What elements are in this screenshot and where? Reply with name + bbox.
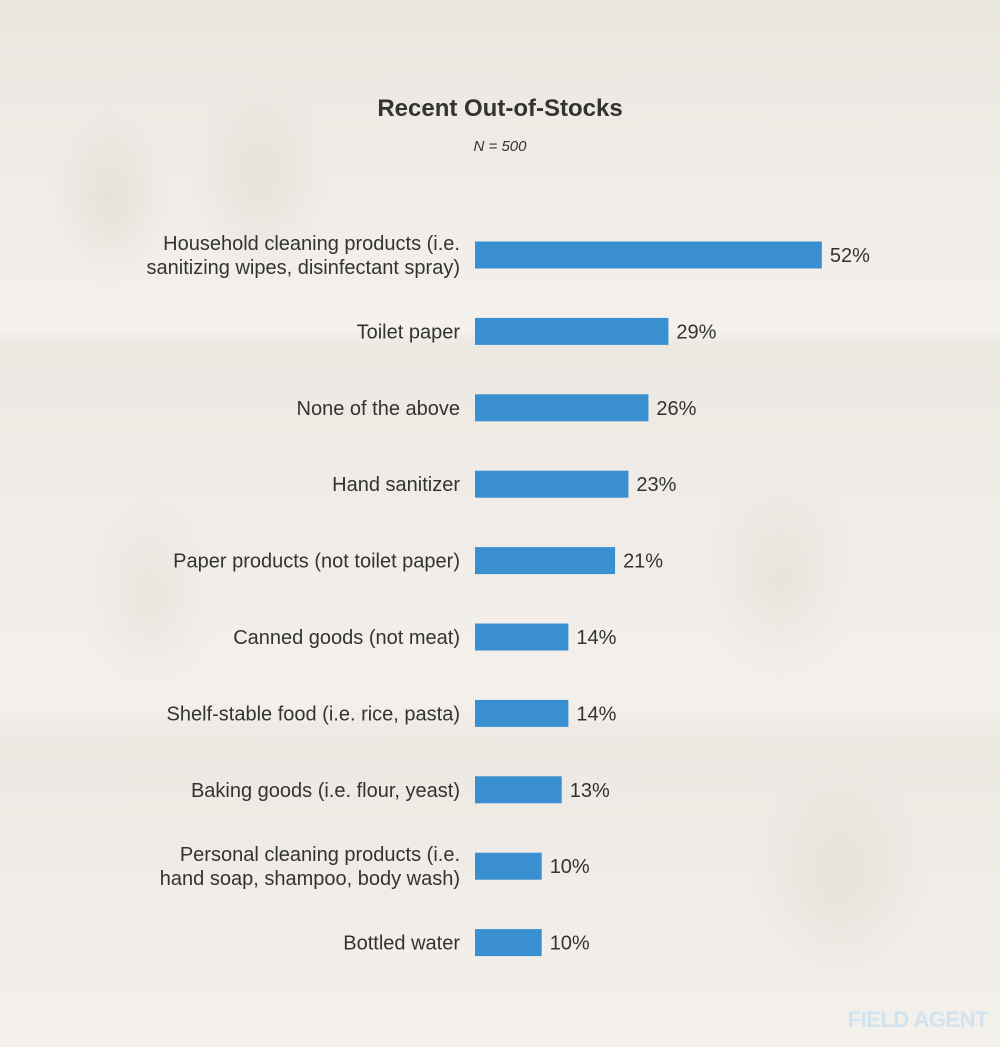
category-label: None of the above (297, 398, 460, 420)
category-label-line: Bottled water (343, 933, 460, 955)
category-label-line: Paper products (not toilet paper) (173, 551, 460, 573)
value-label: 10% (550, 933, 590, 955)
category-label-line: Hand sanitizer (332, 474, 460, 496)
category-label: Toilet paper (357, 321, 461, 343)
chart-subtitle: N = 500 (474, 138, 528, 155)
bar (475, 394, 649, 422)
category-label-line: Household cleaning products (i.e. (163, 233, 460, 255)
bar (475, 547, 616, 575)
category-label-line: Personal cleaning products (i.e. (180, 844, 460, 866)
value-label: 13% (570, 780, 610, 802)
category-label: Baking goods (i.e. flour, yeast) (191, 780, 460, 802)
category-label: Shelf-stable food (i.e. rice, pasta) (167, 703, 460, 725)
category-label-line: Canned goods (not meat) (233, 627, 460, 649)
value-label: 14% (576, 703, 616, 725)
bar (475, 470, 629, 498)
category-label-line: Toilet paper (357, 321, 461, 343)
category-label: Paper products (not toilet paper) (173, 551, 460, 573)
category-label-line: Baking goods (i.e. flour, yeast) (191, 780, 460, 802)
bar (475, 317, 669, 345)
value-label: 23% (636, 474, 676, 496)
category-label: Household cleaning products (i.e. sanitiz… (147, 233, 460, 279)
bar (475, 241, 822, 269)
category-label: Bottled water (343, 933, 460, 955)
value-label: 14% (576, 627, 616, 649)
bar (475, 929, 542, 957)
value-label: 52% (830, 245, 870, 267)
category-label: Hand sanitizer (332, 474, 460, 496)
bars-group: Household cleaning products (i.e. sanitiz… (147, 233, 870, 957)
category-label: Personal cleaning products (i.e. hand soa… (160, 844, 460, 890)
category-label: Canned goods (not meat) (233, 627, 460, 649)
bar (475, 699, 569, 727)
chart-title: Recent Out-of-Stocks (377, 95, 622, 122)
value-label: 29% (676, 321, 716, 343)
field-agent-logo: FIELD AGENT (847, 1007, 989, 1032)
category-label-line: sanitizing wipes, disinfectant spray) (147, 257, 460, 279)
bar (475, 623, 569, 651)
bar (475, 852, 542, 880)
category-label-line: None of the above (297, 398, 460, 420)
category-label-line: Shelf-stable food (i.e. rice, pasta) (167, 703, 460, 725)
value-label: 26% (656, 398, 696, 420)
category-label-line: hand soap, shampoo, body wash) (160, 868, 460, 890)
value-label: 10% (550, 856, 590, 878)
value-label: 21% (623, 551, 663, 573)
bar (475, 776, 562, 804)
